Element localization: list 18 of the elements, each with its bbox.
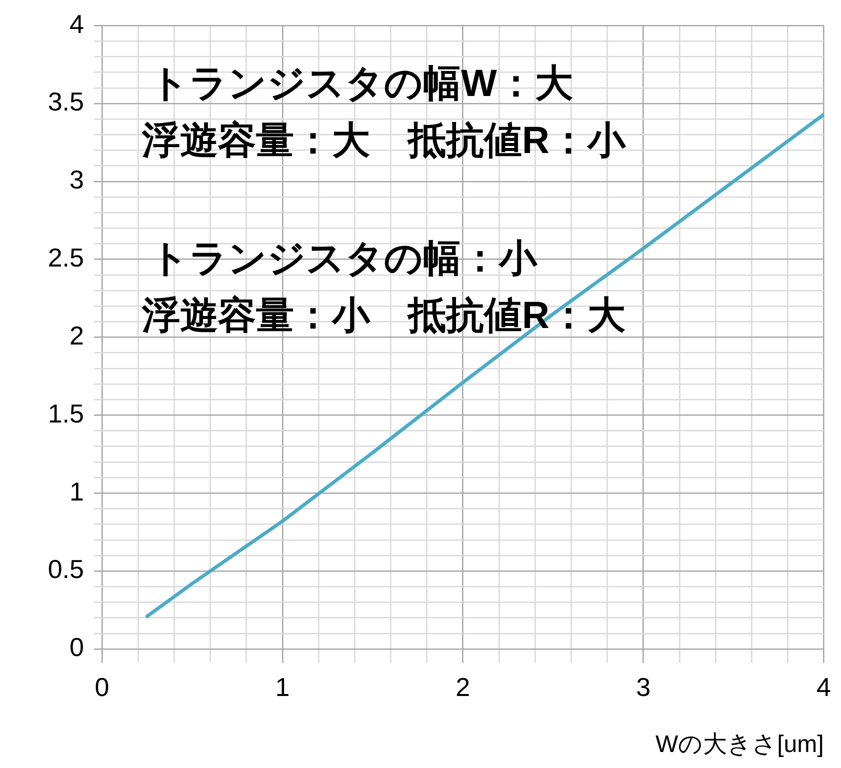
x-tick-label: 1 (275, 672, 290, 702)
annotation: 浮遊容量：大 抵抗値R：小 (141, 119, 626, 162)
x-axis-title: Wの大きさ[um] (655, 731, 824, 758)
y-tick-label: 1.5 (48, 398, 84, 428)
y-tick-label: 0 (70, 632, 84, 662)
x-tick-label: 0 (94, 672, 110, 702)
x-tick-label: 2 (456, 672, 470, 702)
x-tick-label: 4 (816, 672, 832, 702)
y-tick-label: 3.5 (48, 86, 84, 117)
x-tick-label: 3 (636, 672, 651, 702)
y-tick-label: 2 (70, 320, 84, 350)
y-tick-label: 3 (70, 164, 84, 195)
y-tick-label: 2.5 (48, 242, 84, 273)
y-tick-label: 0.5 (48, 554, 84, 584)
y-tick-label: 4 (70, 8, 84, 39)
y-tick-label: 1 (70, 476, 84, 506)
annotation: トランジスタの幅：小 (150, 238, 538, 280)
annotation: トランジスタの幅W：大 (150, 63, 573, 106)
